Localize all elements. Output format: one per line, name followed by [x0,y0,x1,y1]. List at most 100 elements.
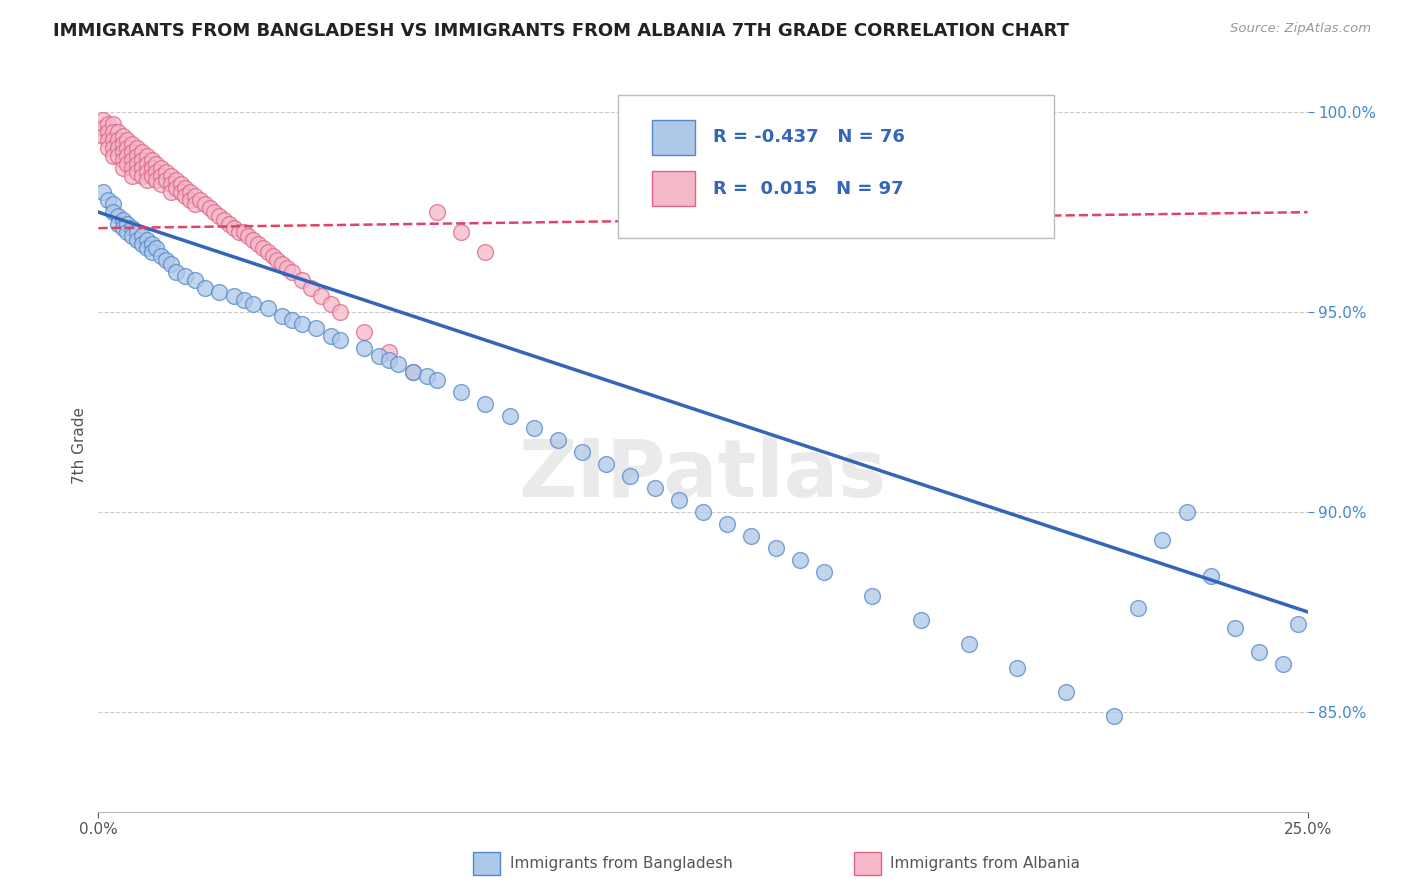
Point [155,173,177,187]
Point [222,221,245,235]
Point [547,433,569,447]
Point [101,197,124,211]
Point [1152,533,1174,547]
Text: R =  0.015   N = 97: R = 0.015 N = 97 [713,179,903,197]
Point [131,169,153,184]
Point [155,165,177,179]
Point [319,329,342,343]
Point [426,205,449,219]
Point [101,149,124,163]
Point [107,217,129,231]
Point [228,225,250,239]
Point [160,178,183,192]
Point [101,125,124,139]
Point [121,169,143,184]
Point [402,365,425,379]
Y-axis label: 7th Grade: 7th Grade [72,408,87,484]
Point [402,365,425,379]
Point [232,225,254,239]
Point [117,149,139,163]
Point [127,225,149,239]
Point [619,469,641,483]
Point [135,241,157,255]
Point [160,185,183,199]
Point [174,269,197,284]
Point [1175,505,1198,519]
Point [141,169,163,184]
Point [111,153,134,168]
Point [188,193,211,207]
Point [179,185,201,199]
Point [1007,661,1029,675]
Point [474,245,496,260]
Point [117,217,139,231]
Point [329,333,352,347]
Point [165,181,187,195]
Point [107,133,129,147]
Point [281,313,304,327]
Point [813,565,835,579]
Point [789,553,811,567]
Point [97,125,120,139]
Point [160,257,183,271]
Point [1199,569,1222,583]
Point [150,249,173,263]
Point [319,297,342,311]
Point [165,173,187,187]
Point [141,161,163,176]
Point [131,153,153,168]
Point [184,189,207,203]
Point [353,325,375,339]
Point [117,157,139,171]
Point [204,205,226,219]
Point [1272,657,1295,671]
Point [450,225,472,239]
Point [184,197,207,211]
Bar [855,852,880,875]
Point [117,141,139,155]
Point [169,178,191,192]
Point [150,169,173,184]
Point [860,589,883,603]
Point [377,345,399,359]
Point [256,245,278,260]
Point [131,229,153,244]
Point [101,141,124,155]
Point [91,185,114,199]
Point [194,281,217,295]
Point [141,245,163,260]
Point [474,397,496,411]
Point [174,189,197,203]
Point [91,113,114,128]
Point [218,217,240,231]
Point [107,141,129,155]
Point [107,125,129,139]
Point [150,178,173,192]
Point [145,241,167,255]
Point [740,529,762,543]
Point [111,137,134,152]
Point [131,161,153,176]
Point [329,305,352,319]
Point [131,237,153,252]
Point [387,357,409,371]
Point [276,261,298,276]
Point [97,133,120,147]
Point [595,457,617,471]
Point [377,353,399,368]
Point [141,237,163,252]
Text: R = -0.437   N = 76: R = -0.437 N = 76 [713,128,904,146]
Text: Immigrants from Bangladesh: Immigrants from Bangladesh [509,856,733,871]
Point [208,285,231,299]
Point [135,233,157,247]
Point [1128,600,1150,615]
Point [117,225,139,239]
Point [1249,645,1271,659]
Point [121,221,143,235]
Point [271,257,294,271]
Point [644,481,666,495]
Point [111,145,134,160]
Point [271,309,294,323]
Point [1286,616,1309,631]
Point [145,165,167,179]
